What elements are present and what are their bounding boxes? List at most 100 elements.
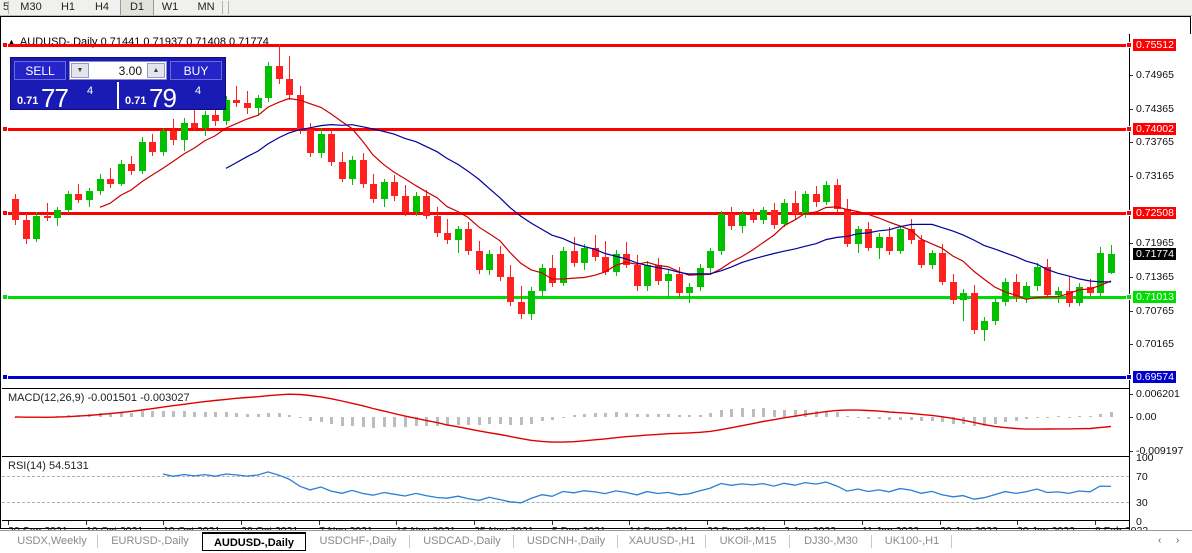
price-level-line-resistance-0[interactable] <box>2 43 1129 47</box>
candle-body <box>634 264 641 287</box>
macd-histogram-bar <box>562 416 565 418</box>
level-handle-0[interactable] <box>2 41 8 48</box>
tabs-scroll-right-button[interactable]: › <box>1176 535 1180 546</box>
candle-body <box>823 185 830 203</box>
collapse-triangle-icon[interactable]: ▲ <box>7 37 16 47</box>
timeframe-w1[interactable]: W1 <box>161 1 179 13</box>
tabs-scroll-left-button[interactable]: ‹ <box>1158 535 1162 546</box>
candle-body <box>381 182 388 200</box>
macd-pane[interactable]: MACD(12,26,9) -0.001501 -0.003027 <box>2 388 1129 455</box>
macd-signal-line <box>14 393 1112 443</box>
candle-body <box>244 103 251 108</box>
candle-body <box>97 178 104 191</box>
candle-body <box>802 193 809 215</box>
macd-histogram-bar <box>836 412 839 417</box>
price-tick-label: 0.70765 <box>1136 304 1174 317</box>
symbol-tab-uk100--h1[interactable]: UK100-,H1 <box>884 535 940 547</box>
buy-price-big: 79 <box>149 83 177 113</box>
rsi-pane[interactable]: RSI(14) 54.5131 <box>2 456 1129 520</box>
price-tag-handle[interactable] <box>1126 126 1132 133</box>
candle-body <box>771 209 778 225</box>
one-click-trading-panel[interactable]: SELL ▼ 3.00 ▲ BUY 0.71 77 4 0.71 79 4 <box>10 57 226 113</box>
symbol-tab-eurusd--daily[interactable]: EURUSD-,Daily <box>111 535 189 547</box>
level-handle-1[interactable] <box>2 126 8 133</box>
macd-histogram-bar <box>762 408 765 417</box>
symbol-tab-ukoil--m15[interactable]: UKOil-,M15 <box>719 535 777 547</box>
price-tag-resistance[interactable]: 0.74002 <box>1133 123 1176 136</box>
buy-quote[interactable]: 0.71 79 4 <box>119 82 225 113</box>
candle-body <box>12 199 19 220</box>
volume-increment-button[interactable]: ▲ <box>147 63 165 78</box>
volume-input[interactable]: ▼ 3.00 ▲ <box>69 61 167 80</box>
candle-body <box>170 131 177 141</box>
timeframe-h4[interactable]: H4 <box>94 1 110 13</box>
sell-button[interactable]: SELL <box>14 61 66 80</box>
symbol-tab-usdchf--daily[interactable]: USDCHF-,Daily <box>319 535 397 547</box>
sell-price-prefix: 0.71 <box>17 95 39 107</box>
level-handle-4[interactable] <box>2 374 8 381</box>
candle-body <box>655 264 662 281</box>
price-tag-last-price[interactable]: 0.71774 <box>1133 247 1176 260</box>
timeframe-h1[interactable]: H1 <box>60 1 76 13</box>
candle-wick <box>47 203 48 222</box>
level-handle-2[interactable] <box>2 209 8 216</box>
candle-body <box>54 209 61 219</box>
symbol-tab-usdcad--daily[interactable]: USDCAD-,Daily <box>423 535 501 547</box>
candle-body <box>676 273 683 293</box>
level-handle-3[interactable] <box>2 293 8 300</box>
macd-histogram-bar <box>130 412 133 417</box>
tab-separator <box>97 535 98 548</box>
macd-histogram-bar <box>846 415 849 417</box>
candle-body <box>592 248 599 257</box>
timeframe-m30[interactable]: M30 <box>20 1 42 13</box>
volume-decrement-button[interactable]: ▼ <box>71 63 89 78</box>
timeframe-mn[interactable]: MN <box>197 1 215 13</box>
price-level-line-resistance-2[interactable] <box>2 211 1129 215</box>
candle-wick <box>668 270 669 299</box>
macd-histogram-bar <box>657 414 660 417</box>
candle-body <box>750 214 757 221</box>
candle-wick <box>279 44 280 85</box>
macd-histogram-bar <box>888 416 891 421</box>
price-tag-handle[interactable] <box>1126 41 1132 48</box>
sell-quote[interactable]: 0.71 77 4 <box>11 82 117 113</box>
candle-body <box>560 251 567 284</box>
price-tag-support[interactable]: 0.71013 <box>1133 290 1176 303</box>
timeframe-5[interactable]: 5 <box>2 1 10 13</box>
macd-tick-mark <box>1130 451 1133 453</box>
price-pane[interactable] <box>2 34 1129 387</box>
macd-histogram-bar <box>278 413 281 417</box>
symbol-tab-bar[interactable]: USDX,Weekly EURUSD-,Daily AUDUSD-,Daily USD… <box>0 530 1192 552</box>
chart-frame: ▲ AUDUSD-,Daily 0.71441 0.71937 0.71408 0… <box>0 16 1192 537</box>
date-tick-mark <box>629 521 630 525</box>
price-level-line-resistance-1[interactable] <box>2 128 1129 132</box>
symbol-tab-dj30--m30[interactable]: DJ30-,M30 <box>804 535 858 547</box>
candle-body <box>908 228 915 241</box>
price-tag-resistance[interactable]: 0.72508 <box>1133 206 1176 219</box>
candle-body <box>149 141 156 152</box>
price-tag-support[interactable]: 0.69574 <box>1133 371 1176 384</box>
symbol-tab-audusd--daily[interactable]: AUDUSD-,Daily <box>202 532 306 551</box>
price-level-line-support-4[interactable] <box>2 376 1129 380</box>
candle-body <box>75 193 82 201</box>
price-tag-handle[interactable] <box>1126 209 1132 216</box>
date-tick-mark <box>319 521 320 525</box>
candle-body <box>139 141 146 171</box>
candle-body <box>781 203 788 225</box>
buy-button[interactable]: BUY <box>170 61 222 80</box>
symbol-tab-xauusd--h1[interactable]: XAUUSD-,H1 <box>628 535 696 547</box>
macd-histogram-bar <box>646 413 649 417</box>
candle-body <box>813 193 820 203</box>
timeframe-d1[interactable]: D1 <box>120 0 154 15</box>
symbol-tab-usdcnh--daily[interactable]: USDCNH-,Daily <box>526 535 606 547</box>
macd-histogram-bar <box>141 411 144 417</box>
volume-value: 3.00 <box>118 64 142 78</box>
macd-histogram-bar <box>815 410 818 417</box>
price-level-line-support-3[interactable] <box>2 295 1129 299</box>
macd-histogram-bar <box>1046 416 1049 418</box>
symbol-tab-usdx-weekly[interactable]: USDX,Weekly <box>17 535 87 547</box>
price-tag-handle[interactable] <box>1126 374 1132 381</box>
price-tag-handle[interactable] <box>1126 293 1132 300</box>
price-tag-resistance[interactable]: 0.75512 <box>1133 38 1176 51</box>
price-axis[interactable]: 0.74965 0.74365 0.73765 0.73165 0.71965 0.713… <box>1126 34 1192 529</box>
